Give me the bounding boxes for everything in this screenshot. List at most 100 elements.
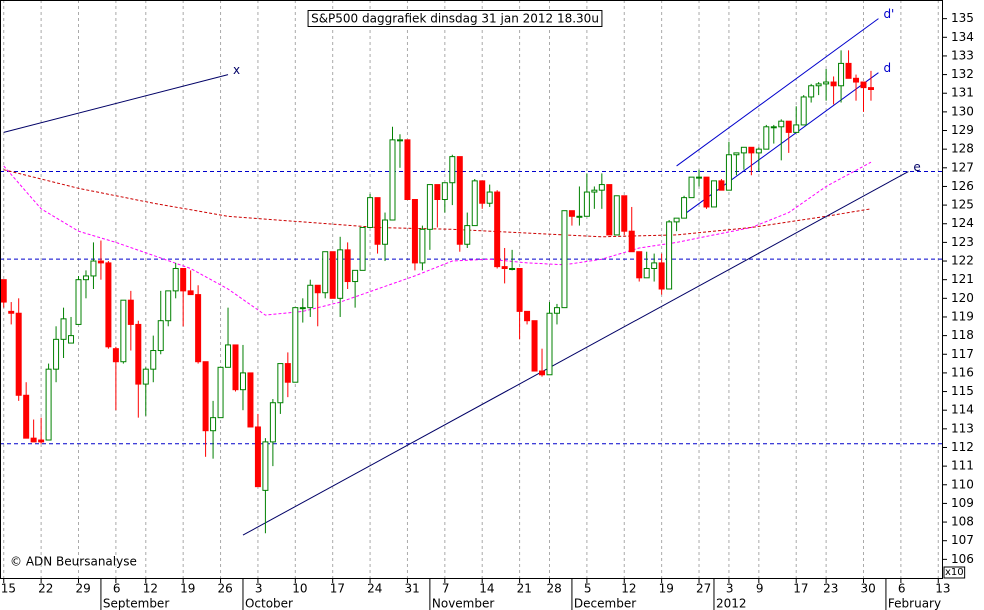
candle-body xyxy=(823,81,830,85)
x-tick-label: 12 xyxy=(143,582,158,596)
y-tick-label: 119 xyxy=(951,309,974,323)
candle-body xyxy=(68,335,75,344)
x-tick-label: 19 xyxy=(180,582,195,596)
candle-body xyxy=(763,126,770,150)
candle-body xyxy=(337,249,344,299)
candle-body xyxy=(853,77,860,83)
candle-body xyxy=(202,361,209,432)
candle-body xyxy=(180,267,187,292)
x-tick-label: 3 xyxy=(726,582,734,596)
candle-body xyxy=(262,441,269,491)
y-tick-label: 122 xyxy=(951,254,974,268)
title-box xyxy=(307,10,603,27)
candle-body xyxy=(165,290,172,322)
x-tick-label: 12 xyxy=(621,582,636,596)
x-tick-label: 22 xyxy=(38,582,53,596)
x-tick-label: 31 xyxy=(404,582,419,596)
candle-body xyxy=(352,269,359,283)
candle-body xyxy=(23,394,30,439)
candle-body xyxy=(449,156,456,184)
x-tick-label: 19 xyxy=(659,582,674,596)
y-tick-label: 121 xyxy=(951,272,974,286)
y-tick-label: 130 xyxy=(951,104,974,118)
y-tick-label: 126 xyxy=(951,179,974,193)
x-tick-label: 23 xyxy=(823,582,838,596)
candle-body xyxy=(621,195,628,232)
plot-frame xyxy=(0,0,943,579)
candle-body xyxy=(546,312,553,376)
y-tick-label: 118 xyxy=(951,328,974,342)
x-tick-label: 14 xyxy=(479,582,494,596)
candle-body xyxy=(322,251,329,294)
x-tick-label: 29 xyxy=(76,582,91,596)
y-tick-label: 135 xyxy=(951,11,974,25)
candle-body xyxy=(770,126,777,129)
candle-body xyxy=(172,267,179,292)
candle-body xyxy=(830,81,837,87)
x-tick-label: 5 xyxy=(584,582,592,596)
credit: © ADN Beursanalyse xyxy=(10,555,137,569)
x-tick-label: 28 xyxy=(547,582,562,596)
month-label: November xyxy=(432,597,494,610)
candle-body xyxy=(247,372,254,428)
candle-body xyxy=(75,279,82,325)
x-tick-label: 17 xyxy=(793,582,808,596)
y-tick-label: 108 xyxy=(951,515,974,529)
y-tick-label: 110 xyxy=(951,477,974,491)
y-tick-label: 115 xyxy=(951,384,974,398)
x-tick-label: 21 xyxy=(517,582,532,596)
candle-body xyxy=(748,146,755,154)
candle-body xyxy=(374,197,381,245)
y-tick-label: 106 xyxy=(951,552,974,566)
candle-body xyxy=(60,318,67,340)
candle-body xyxy=(150,350,157,370)
x-tick-label: 24 xyxy=(367,582,382,596)
candle-body xyxy=(217,366,224,419)
candle-body xyxy=(269,402,276,443)
y-tick-label: 132 xyxy=(951,67,974,81)
candle-body xyxy=(30,437,37,443)
month-label: February xyxy=(888,597,941,610)
candle-body xyxy=(389,139,396,221)
candle-body xyxy=(187,290,194,296)
candle-body xyxy=(127,299,134,325)
candle-body xyxy=(90,260,97,277)
candle-body xyxy=(105,262,112,348)
candle-body xyxy=(195,294,202,363)
trendline xyxy=(242,171,909,536)
candle-body xyxy=(666,221,673,290)
y-tick-label: 131 xyxy=(951,86,974,100)
x-tick-label: 17 xyxy=(330,582,345,596)
candle-body xyxy=(299,307,306,310)
candle-body xyxy=(120,299,127,363)
candle-body xyxy=(651,262,658,269)
candle-body xyxy=(509,267,516,270)
candle-body xyxy=(860,81,867,89)
candle-body xyxy=(344,249,351,283)
candle-body xyxy=(254,426,261,488)
y-tick-label: 114 xyxy=(951,403,974,417)
candle-body xyxy=(516,267,523,312)
candle-body xyxy=(471,180,478,227)
candle-body xyxy=(583,191,590,217)
y-tick-label: 111 xyxy=(951,459,974,473)
trendline-label: x xyxy=(233,63,240,77)
candle-body xyxy=(613,195,620,236)
candle-body xyxy=(464,225,471,245)
candle-body xyxy=(419,228,426,264)
candle-body xyxy=(867,87,874,90)
candle-body xyxy=(524,310,531,322)
candle-body xyxy=(225,344,232,368)
y-tick-label: 133 xyxy=(951,48,974,62)
candle-body xyxy=(808,85,815,98)
y-tick-label: 127 xyxy=(951,160,974,174)
candle-body xyxy=(636,251,643,279)
y-tick-label: 113 xyxy=(951,421,974,435)
candle-body xyxy=(778,120,785,128)
candle-body xyxy=(643,267,650,279)
axis-multiplier: x10 xyxy=(945,567,964,578)
candle-body xyxy=(396,139,403,142)
